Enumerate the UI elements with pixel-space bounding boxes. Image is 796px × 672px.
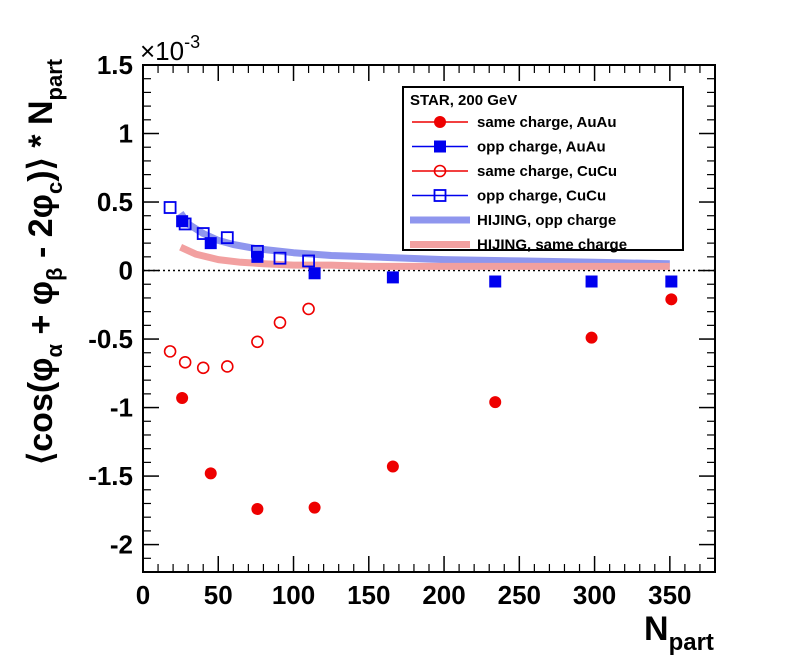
x-tick-label: 150 xyxy=(347,580,390,610)
data-point-filled-square xyxy=(308,267,321,280)
y-axis-ticks: -2 -1.5 -1 -0.5 0 0.5 1 1.5 xyxy=(88,50,715,560)
data-point-filled-circle xyxy=(204,467,217,480)
y-tick-label: -1.5 xyxy=(88,461,133,491)
x-tick-label: 350 xyxy=(648,580,691,610)
data-point-open-square xyxy=(196,227,210,240)
x-tick-label: 100 xyxy=(272,580,315,610)
legend-label: HIJING, same charge xyxy=(477,237,627,254)
legend: STAR, 200 GeV same charge, AuAu opp charg… xyxy=(402,86,684,254)
hijing-band-opp xyxy=(177,211,670,268)
data-point-filled-circle xyxy=(665,293,678,306)
data-point-open-circle xyxy=(251,335,264,349)
y-axis-title-group: ⟨cos(φα + φβ - 2φc)⟩ * Npart xyxy=(22,58,67,465)
x-axis-ticks: 0 50 100 150 200 250 300 350 xyxy=(136,65,701,610)
data-point-open-square xyxy=(302,254,315,268)
x-axis-title: Npart xyxy=(644,610,714,656)
legend-label: opp charge, CuCu xyxy=(477,188,606,205)
x-tick-label: 300 xyxy=(573,580,616,610)
y-axis-title: ⟨cos(φα + φβ - 2φc)⟩ * Npart xyxy=(22,58,67,465)
data-point-open-square xyxy=(220,231,234,245)
legend-label: same charge, CuCu xyxy=(477,163,617,180)
data-point-filled-square xyxy=(204,237,217,250)
data-point-filled-square xyxy=(665,275,678,288)
data-point-filled-circle xyxy=(489,396,502,409)
data-point-filled-circle xyxy=(386,460,399,473)
data-point-open-square xyxy=(178,217,192,231)
data-point-open-circle xyxy=(220,360,234,373)
data-point-filled-circle xyxy=(308,501,321,514)
y-exponent-label: ×10-3 xyxy=(140,32,200,66)
hijing-band-same xyxy=(179,244,670,270)
y-tick-label: -0.5 xyxy=(88,324,133,354)
data-point-filled-circle xyxy=(251,502,264,515)
legend-label: same charge, AuAu xyxy=(477,114,617,131)
legend-label: HIJING, opp charge xyxy=(477,212,616,229)
data-point-open-circle xyxy=(302,302,315,316)
data-point-filled-square xyxy=(585,275,598,288)
data-point-open-circle xyxy=(178,356,192,369)
data-point-open-circle xyxy=(273,316,287,329)
legend-title: STAR, 200 GeV xyxy=(410,92,517,109)
legend-marker xyxy=(434,116,446,128)
x-tick-label: 200 xyxy=(422,580,465,610)
legend-marker xyxy=(433,189,447,202)
y-tick-label: 0 xyxy=(119,256,133,286)
x-tick-label: 250 xyxy=(498,580,541,610)
data-point-filled-circle xyxy=(585,331,598,344)
legend-marker xyxy=(434,140,446,153)
marker-layer xyxy=(163,201,678,515)
x-tick-label: 0 xyxy=(136,580,150,610)
y-tick-label: -1 xyxy=(110,393,133,423)
legend-items: same charge, AuAu opp charge, AuAu same ch… xyxy=(410,114,627,254)
y-tick-label: -2 xyxy=(110,530,133,560)
legend-marker xyxy=(433,164,447,178)
data-point-open-circle xyxy=(196,361,210,375)
y-tick-label: 1.5 xyxy=(97,50,133,80)
y-tick-label: 1 xyxy=(119,119,133,149)
y-tick-label: 0.5 xyxy=(97,187,133,217)
data-point-open-square xyxy=(163,201,177,214)
data-point-filled-square xyxy=(176,215,189,228)
x-tick-label: 50 xyxy=(204,580,233,610)
data-point-open-circle xyxy=(163,345,177,358)
hijing-band-layer xyxy=(177,211,670,270)
data-point-open-square xyxy=(250,244,264,258)
data-point-open-square xyxy=(273,251,287,265)
data-point-filled-square xyxy=(386,271,399,284)
data-point-filled-circle xyxy=(176,391,189,404)
legend-label: opp charge, AuAu xyxy=(477,139,606,156)
data-point-filled-square xyxy=(489,275,502,288)
